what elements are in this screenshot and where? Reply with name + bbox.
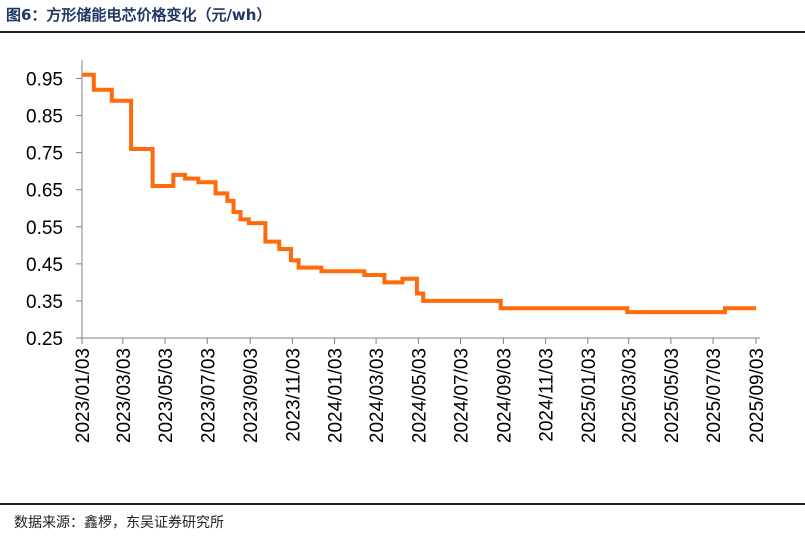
chart-title: 图6：方形储能电芯价格变化（元/wh） (6, 6, 272, 24)
x-tick-label: 2023/03/03 (114, 348, 135, 443)
x-tick-label: 2024/05/03 (409, 348, 430, 443)
x-tick-label: 2024/09/03 (494, 348, 515, 443)
price-series-line (82, 72, 756, 315)
y-tick-label: 0.55 (26, 218, 63, 239)
y-tick-label: 0.35 (26, 292, 63, 313)
y-tick-label: 0.95 (26, 70, 63, 91)
x-tick-label: 2023/01/03 (73, 348, 94, 443)
top-divider (0, 31, 805, 33)
x-tick-label: 2025/03/03 (620, 348, 641, 443)
x-tick-label: 2024/07/03 (452, 348, 473, 443)
x-tick-label: 2025/07/03 (704, 348, 725, 443)
y-tick-label: 0.85 (26, 107, 63, 128)
y-tick-label: 0.65 (26, 181, 63, 202)
x-tick-label: 2024/01/03 (326, 348, 347, 443)
x-tick-label: 2023/11/03 (283, 348, 304, 442)
bottom-divider (0, 503, 805, 505)
x-tick-label: 2024/03/03 (367, 348, 388, 443)
source-note: 数据来源：鑫椤，东吴证券研究所 (14, 515, 224, 531)
x-tick-label: 2023/09/03 (241, 348, 262, 443)
y-tick-label: 0.75 (26, 144, 63, 165)
x-tick-label: 2025/09/03 (747, 348, 768, 443)
x-tick-label: 2023/05/03 (156, 348, 177, 443)
y-tick-label: 0.45 (26, 255, 63, 276)
x-tick-label: 2024/11/03 (537, 348, 558, 442)
x-tick-label: 2025/05/03 (662, 348, 683, 443)
x-tick-label: 2025/01/03 (579, 348, 600, 443)
y-tick-label: 0.25 (26, 329, 63, 350)
x-tick-label: 2023/07/03 (198, 348, 219, 443)
